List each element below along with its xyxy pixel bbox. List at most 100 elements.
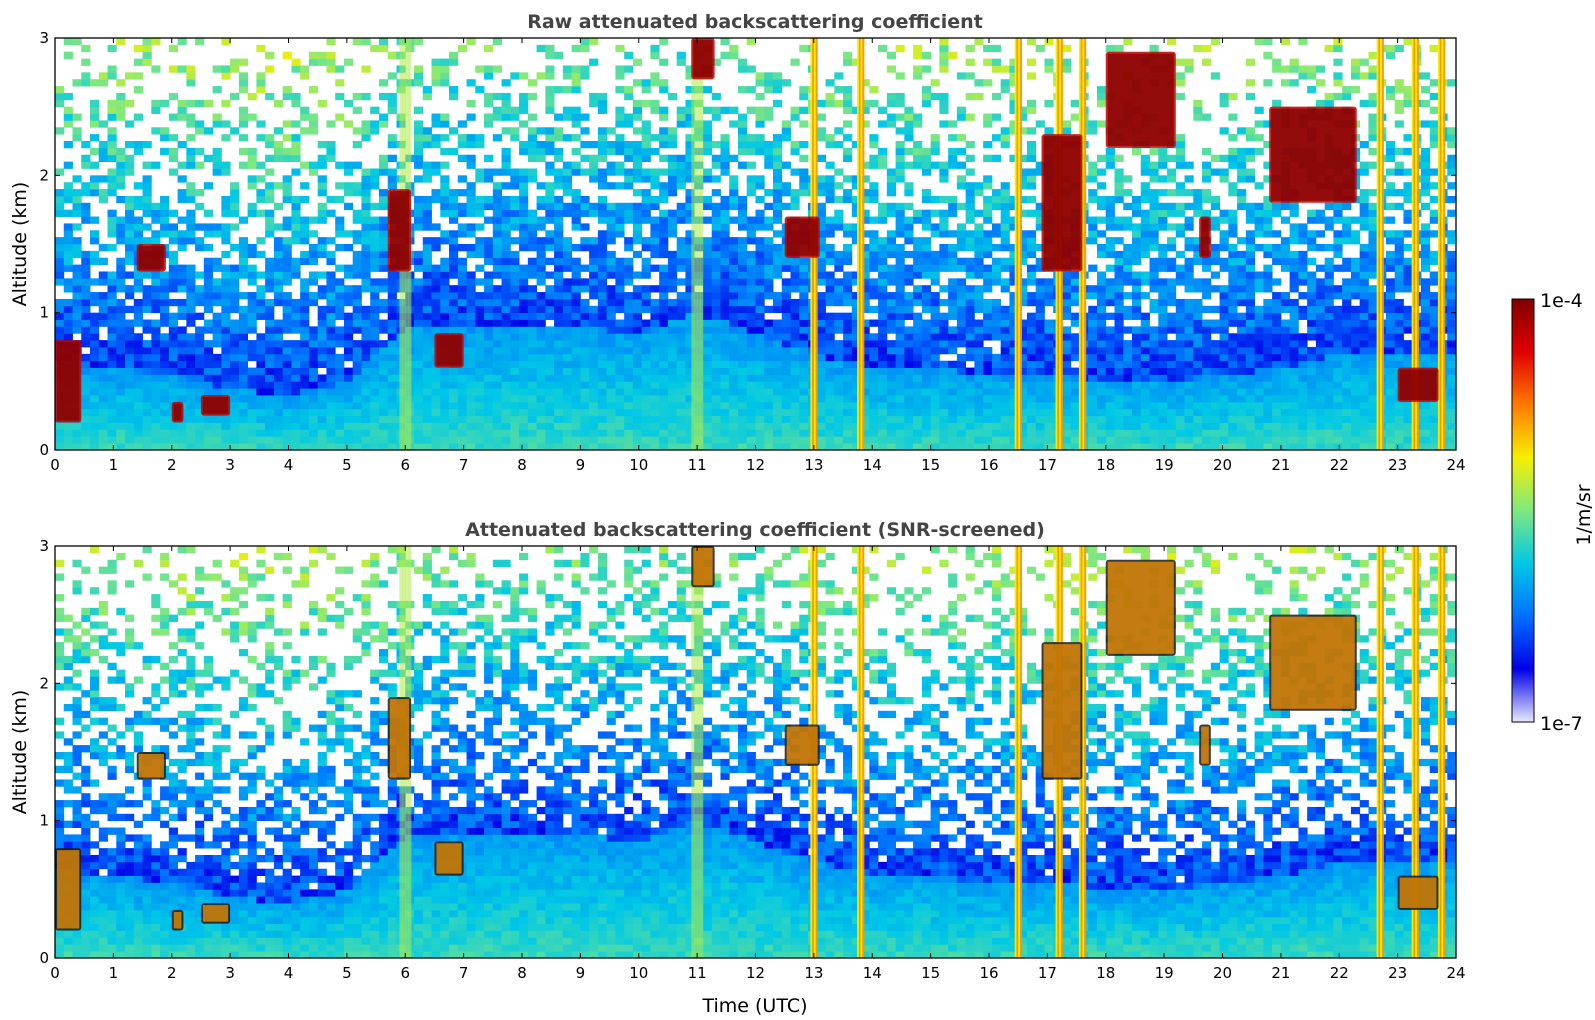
heatmap-cell	[1096, 92, 1107, 101]
heatmap-cell	[790, 443, 800, 450]
heatmap-cell	[492, 340, 502, 348]
heatmap-cell	[265, 257, 275, 265]
heatmap-cell	[510, 388, 520, 396]
heatmap-cell	[965, 312, 975, 320]
heatmap-cell	[930, 340, 940, 348]
heatmap-cell	[536, 429, 546, 437]
heatmap-cell	[790, 264, 800, 272]
heatmap-cell	[921, 443, 932, 450]
heatmap-cell	[536, 237, 546, 245]
heatmap-cell	[632, 305, 643, 314]
heatmap-cell	[878, 333, 888, 341]
heatmap-cell	[764, 401, 774, 410]
heatmap-cell	[1035, 422, 1045, 430]
heatmap-cell	[247, 367, 257, 375]
heatmap-cell	[449, 408, 459, 417]
heatmap-cell	[834, 141, 844, 149]
heatmap-cell	[773, 415, 783, 423]
heatmap-cell	[501, 250, 511, 259]
heatmap-cell	[326, 38, 336, 46]
heatmap-cell	[589, 429, 599, 437]
heatmap-cell	[1088, 127, 1098, 135]
heatmap-cell	[886, 415, 896, 423]
heatmap-cell	[282, 298, 292, 307]
heatmap-cell	[466, 38, 476, 46]
heatmap-cell	[449, 264, 459, 272]
heatmap-cell	[886, 209, 896, 217]
heatmap-cell	[1088, 168, 1098, 176]
heatmap-cell	[466, 340, 476, 348]
heatmap-cell	[562, 333, 573, 341]
heatmap-cell	[63, 51, 73, 59]
heatmap-cell	[317, 415, 327, 423]
heatmap-cell	[343, 443, 354, 450]
heatmap-cell	[921, 360, 932, 368]
heatmap-cell	[545, 86, 555, 94]
heatmap-cell	[510, 271, 520, 279]
heatmap-cell	[484, 340, 494, 348]
heatmap-cell	[816, 244, 826, 252]
heatmap-cell	[921, 209, 932, 217]
heatmap-cell	[510, 381, 520, 389]
heatmap-cell	[238, 415, 249, 423]
heatmap-cell	[317, 237, 327, 245]
heatmap-cell	[1088, 312, 1098, 320]
heatmap-cell	[843, 244, 853, 252]
heatmap-cell	[781, 182, 791, 190]
heatmap-cell	[790, 141, 800, 149]
heatmap-cell	[186, 147, 196, 156]
heatmap-cell	[948, 429, 958, 437]
heatmap-cell	[729, 285, 739, 293]
heatmap-cell	[492, 395, 502, 403]
heatmap-cell	[659, 141, 669, 149]
heatmap-cell	[860, 216, 870, 224]
heatmap-cell	[737, 422, 748, 430]
heatmap-cell	[816, 443, 826, 450]
heatmap-cell	[624, 237, 634, 245]
heatmap-cell	[773, 333, 783, 341]
heatmap-cell	[282, 360, 292, 368]
heatmap-cell	[650, 401, 660, 410]
heatmap-cell	[81, 305, 91, 314]
heatmap-cell	[921, 347, 932, 355]
heatmap-cell	[300, 65, 310, 73]
heatmap-cell	[1105, 244, 1115, 252]
heatmap-cell	[107, 415, 117, 423]
heatmap-cell	[843, 326, 853, 334]
heatmap-cell	[764, 86, 774, 94]
heatmap-cell	[335, 422, 345, 430]
heatmap-cell	[536, 367, 546, 375]
heatmap-cell	[825, 182, 835, 190]
heatmap-cell	[370, 415, 380, 423]
heatmap-cell	[781, 429, 791, 437]
heatmap-cell	[133, 408, 143, 417]
heatmap-cell	[869, 340, 879, 348]
heatmap-cell	[554, 353, 564, 362]
heatmap-cell	[125, 285, 135, 293]
heatmap-cell	[991, 408, 1002, 417]
heatmap-cell	[90, 216, 100, 224]
heatmap-cell	[238, 250, 249, 259]
heatmap-cell	[90, 120, 100, 128]
heatmap-cell	[1000, 436, 1010, 444]
heatmap-cell	[554, 388, 564, 396]
heatmap-cell	[545, 401, 555, 410]
heatmap-cell	[720, 161, 730, 169]
heatmap-cell	[265, 209, 275, 217]
heatmap-cell	[939, 99, 949, 108]
heatmap-cell	[273, 182, 284, 190]
heatmap-cell	[913, 292, 923, 300]
heatmap-cell	[676, 319, 686, 327]
heatmap-cell	[387, 333, 397, 341]
heatmap-cell	[948, 120, 958, 128]
heatmap-cell	[98, 319, 108, 327]
heatmap-cell	[773, 340, 783, 348]
heatmap-cell	[790, 333, 800, 341]
heatmap-cell	[773, 72, 783, 80]
heatmap-cell	[449, 209, 459, 217]
heatmap-cell	[125, 271, 135, 279]
heatmap-cell	[203, 264, 214, 272]
heatmap-cell	[335, 408, 345, 417]
heatmap-cell	[956, 264, 967, 272]
heatmap-cell	[886, 113, 896, 121]
